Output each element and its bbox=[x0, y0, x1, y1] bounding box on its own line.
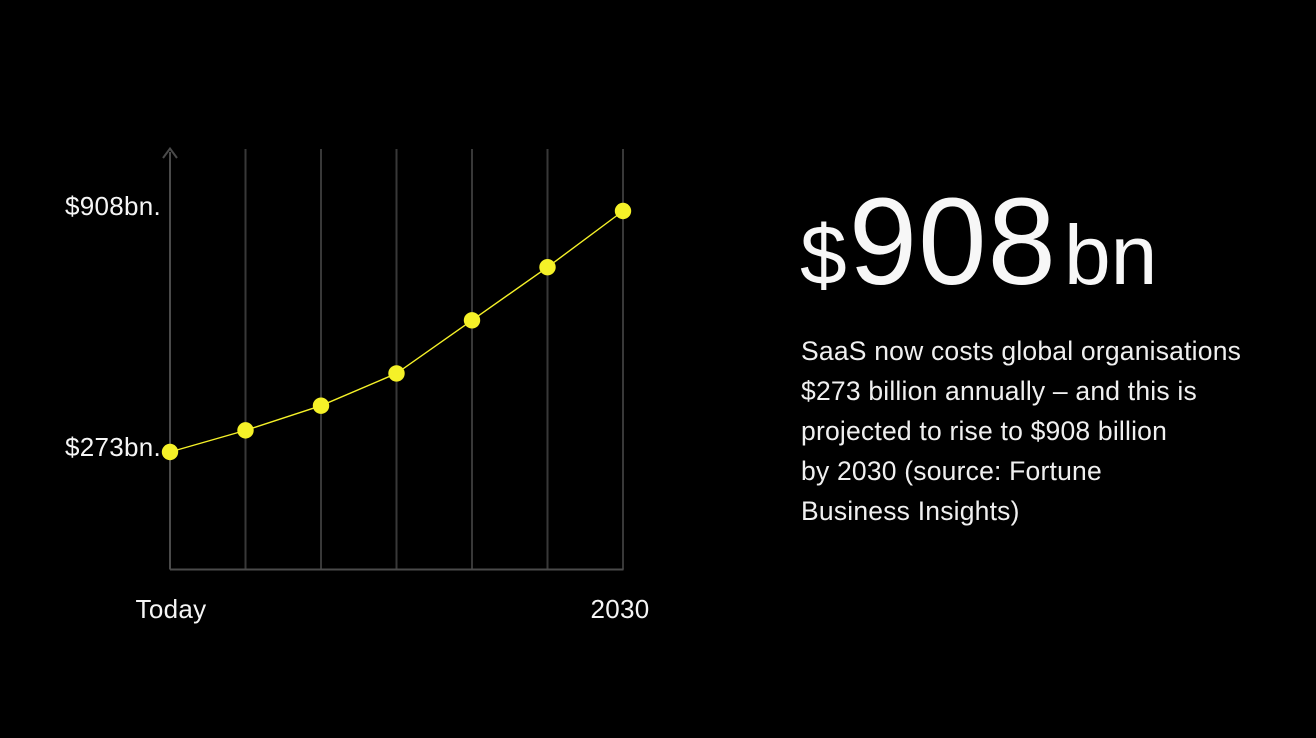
description-text: SaaS now costs global organisations $273… bbox=[801, 336, 1242, 526]
x-axis-label-2030: 2030 bbox=[590, 594, 650, 624]
headline-value: 908 bbox=[848, 174, 1057, 311]
data-point-1 bbox=[237, 422, 254, 439]
y-axis-label-top: $908bn. bbox=[65, 191, 162, 221]
data-point-3 bbox=[388, 365, 405, 382]
data-point-0 bbox=[161, 443, 179, 461]
headline-unit: bn bbox=[1063, 208, 1158, 302]
y-axis-arrow-icon bbox=[162, 146, 178, 159]
data-point-6 bbox=[614, 202, 632, 220]
headline-currency-symbol: $ bbox=[800, 208, 847, 302]
x-axis-label-today: Today bbox=[135, 594, 207, 624]
data-point-4 bbox=[463, 312, 481, 329]
headline-stat: $ 908 bn bbox=[800, 181, 1157, 304]
data-point-5 bbox=[539, 258, 556, 276]
data-point-2 bbox=[312, 397, 330, 414]
y-axis-label-bottom: $273bn. bbox=[65, 432, 162, 462]
